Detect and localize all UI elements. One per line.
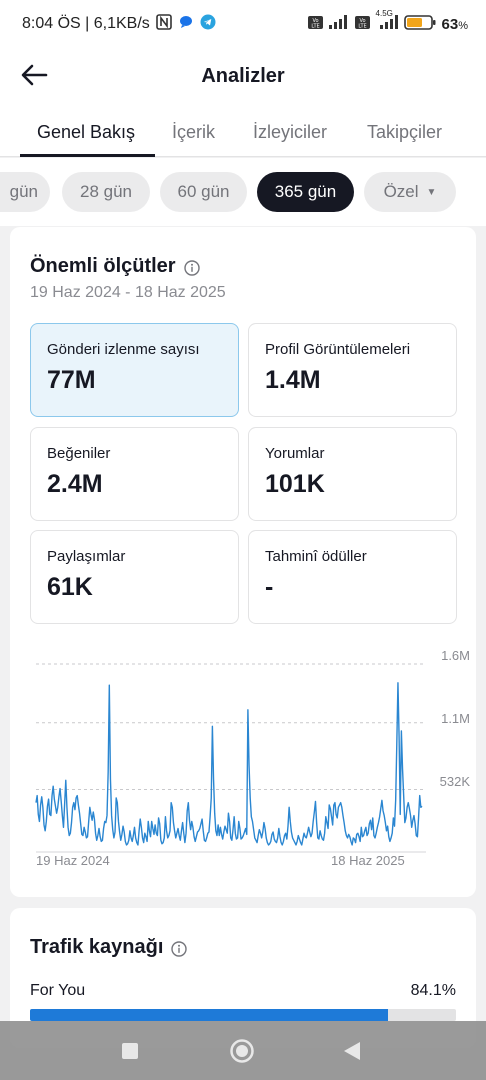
date-range-selector: gün 28 gün 60 gün 365 gün Özel ▼: [0, 158, 486, 226]
status-bar: 8:04 ÖS | 6,1KB/s Vo LTE Vo LTE 4.5G: [0, 0, 486, 48]
triangle-back-icon: [344, 1042, 360, 1060]
svg-text:LTE: LTE: [358, 23, 366, 29]
metric-shares[interactable]: Paylaşımlar 61K: [30, 530, 239, 624]
views-chart[interactable]: 1.6M 1.1M 532K 19 Haz 2024 18 Haz 2025: [30, 645, 470, 875]
signal-4g: 4.5G: [376, 9, 398, 33]
traffic-source-percent: 84.1%: [410, 982, 456, 999]
metric-profile-views[interactable]: Profil Görüntülemeleri 1.4M: [248, 323, 457, 417]
traffic-header: Trafik kaynağı: [30, 936, 188, 959]
signal-icon: [328, 15, 349, 33]
metric-value: 2.4M: [47, 470, 103, 498]
info-icon[interactable]: [171, 940, 188, 957]
traffic-row-for-you: For You 84.1%: [30, 982, 456, 1000]
info-icon[interactable]: [183, 259, 200, 276]
chip-custom[interactable]: Özel ▼: [364, 172, 456, 212]
metric-estimated-rewards[interactable]: Tahminî ödüller -: [248, 530, 457, 624]
y-tick-label: 532K: [439, 774, 470, 789]
chip-365-days[interactable]: 365 gün: [257, 172, 354, 212]
chip-28-days[interactable]: 28 gün: [62, 172, 150, 212]
chart-svg: [35, 663, 426, 853]
network-type-label: 4.5G: [375, 9, 393, 18]
key-metrics-card: Önemli ölçütler 19 Haz 2024 - 18 Haz 202…: [10, 227, 476, 897]
metric-label: Profil Görüntülemeleri: [265, 341, 411, 358]
y-tick-label: 1.6M: [441, 648, 470, 663]
telegram-icon: [200, 14, 216, 35]
status-time-speed: 8:04 ÖS | 6,1KB/s: [22, 15, 150, 32]
battery-unit: %: [458, 19, 468, 32]
back-button[interactable]: [18, 60, 52, 90]
active-tab-indicator: [20, 154, 155, 157]
n-icon: [155, 13, 172, 35]
chip-label: 28 gün: [80, 182, 132, 201]
metric-comments[interactable]: Yorumlar 101K: [248, 427, 457, 521]
metric-post-views[interactable]: Gönderi izlenme sayısı 77M: [30, 323, 239, 417]
square-icon: [122, 1043, 138, 1059]
key-metrics-header: Önemli ölçütler: [30, 255, 200, 278]
tab-viewers[interactable]: İzleyiciler: [253, 122, 328, 142]
metric-value: 61K: [47, 573, 93, 601]
chip-label: 365 gün: [274, 182, 337, 201]
recent-apps-button[interactable]: [121, 1042, 139, 1065]
battery-value: 63: [441, 15, 459, 33]
tab-overview[interactable]: Genel Bakış: [37, 122, 136, 142]
metric-value: 77M: [47, 366, 96, 394]
metric-label: Paylaşımlar: [47, 548, 126, 565]
series-line: [35, 682, 423, 846]
chat-bubble-icon: [178, 14, 194, 35]
metric-label: Tahminî ödüller: [265, 548, 367, 565]
y-tick-label: 1.1M: [441, 711, 470, 726]
key-metrics-title: Önemli ölçütler: [30, 255, 176, 277]
metric-label: Beğeniler: [47, 445, 111, 462]
chip-60-days[interactable]: 60 gün: [160, 172, 247, 212]
app-bar: Analizler: [0, 48, 486, 104]
back-nav-button[interactable]: [343, 1041, 361, 1066]
chip-label: gün: [9, 182, 38, 201]
volte-icon: Vo LTE: [307, 15, 323, 33]
tab-content[interactable]: İçerik: [172, 122, 216, 142]
metric-value: 101K: [265, 470, 325, 498]
date-range: 19 Haz 2024 - 18 Haz 2025: [30, 284, 226, 301]
traffic-title: Trafik kaynağı: [30, 936, 164, 958]
battery-percent: 63%: [442, 16, 468, 33]
page-title: Analizler: [201, 64, 285, 87]
chip-label: Özel: [383, 182, 419, 201]
traffic-progress-fill: [30, 1009, 389, 1021]
chip-label: 60 gün: [177, 182, 230, 201]
home-button[interactable]: [229, 1038, 255, 1069]
traffic-source-label: For You: [30, 982, 86, 999]
svg-text:Vo: Vo: [359, 18, 365, 24]
metric-label: Gönderi izlenme sayısı: [47, 341, 200, 358]
svg-text:LTE: LTE: [311, 23, 319, 29]
x-tick-label-end: 18 Haz 2025: [331, 853, 405, 868]
arrow-left-icon: [21, 64, 48, 86]
caret-down-icon: ▼: [426, 186, 437, 198]
signal-icon: [376, 15, 398, 33]
tab-bar: Genel Bakış İçerik İzleyiciler Takipçile…: [0, 104, 486, 157]
system-nav-bar: [0, 1021, 486, 1080]
metric-label: Yorumlar: [265, 445, 325, 462]
metric-value: 1.4M: [265, 366, 321, 394]
chip-7-days[interactable]: gün: [0, 172, 50, 212]
battery-icon: [403, 14, 436, 34]
circle-icon: [230, 1039, 254, 1063]
traffic-progress-bar: [30, 1009, 456, 1021]
svg-text:Vo: Vo: [312, 18, 318, 24]
metric-likes[interactable]: Beğeniler 2.4M: [30, 427, 239, 521]
metric-value: -: [265, 573, 274, 601]
tab-followers[interactable]: Takipçiler: [367, 122, 443, 142]
x-tick-label-start: 19 Haz 2024: [36, 853, 110, 868]
volte-icon: Vo LTE: [354, 15, 370, 33]
